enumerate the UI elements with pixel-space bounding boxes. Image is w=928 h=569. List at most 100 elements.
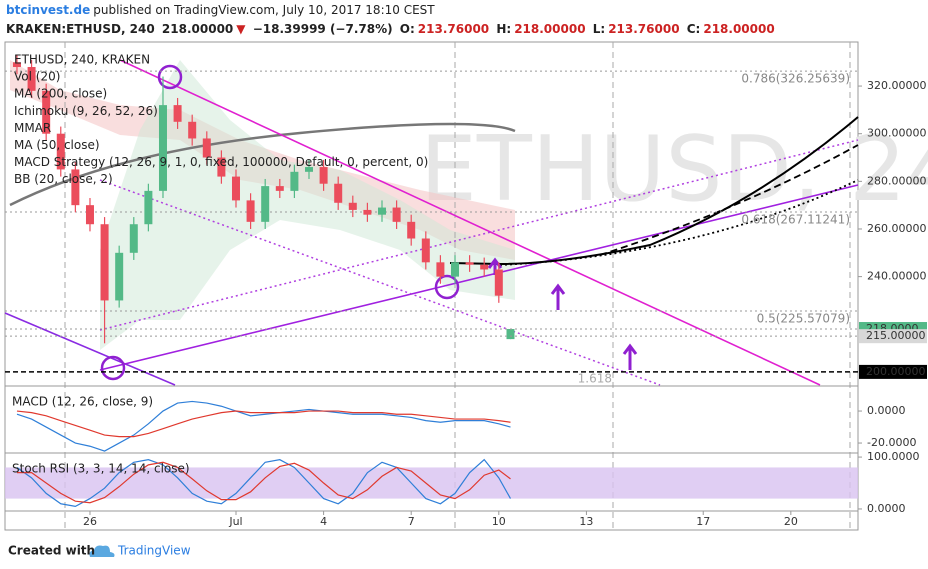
legend-entry: MMAR xyxy=(14,121,51,135)
candle-body xyxy=(378,207,387,215)
up-arrow xyxy=(550,283,566,310)
candle-body xyxy=(173,105,182,122)
candle-body xyxy=(480,264,489,270)
last-price: 218.00000 xyxy=(161,22,234,36)
legend-entry: ETHUSD, 240, KRAKEN xyxy=(14,53,150,67)
chart-frame xyxy=(4,41,859,531)
ohlc-c-value: 218.00000 xyxy=(703,22,775,36)
x-tick-label: 17 xyxy=(696,515,710,528)
candle-body xyxy=(42,90,51,134)
highlight-circle xyxy=(434,274,460,300)
legend-entry: MA (50, close) xyxy=(14,138,100,152)
candle-body xyxy=(144,190,153,225)
footer-brand[interactable]: TradingView xyxy=(117,544,191,558)
series-line xyxy=(16,461,511,504)
candle-body xyxy=(56,133,65,170)
trendline xyxy=(119,59,821,386)
price-badge-label: 215.00000 xyxy=(866,329,926,342)
ohlc-h: H: xyxy=(496,22,512,36)
candle-body xyxy=(158,105,167,191)
up-arrow xyxy=(622,343,638,370)
candle-body xyxy=(506,329,515,340)
y-tick-label: 280.00000 xyxy=(867,174,927,187)
x-tick-label: 20 xyxy=(784,515,798,528)
y-tick-label: 320.00000 xyxy=(867,79,927,92)
candle-body xyxy=(115,252,124,301)
x-tick-label: 4 xyxy=(320,515,327,528)
symbol: KRAKEN:ETHUSD, 240 xyxy=(6,22,155,36)
candle-body xyxy=(363,209,372,215)
channel-line xyxy=(99,139,859,331)
change-arrow: ▼ xyxy=(236,22,246,36)
candle-body xyxy=(275,186,284,191)
candle-body xyxy=(494,269,503,296)
candle-body xyxy=(319,167,328,184)
candle-body xyxy=(465,262,474,265)
ohlc-l-value: 213.76000 xyxy=(608,22,680,36)
series-line xyxy=(16,458,512,507)
candle-body xyxy=(231,176,240,201)
candle-body xyxy=(392,207,401,222)
legend-entry: MA (200, close) xyxy=(14,87,107,101)
tradingview-logo xyxy=(89,545,115,557)
header-line-1: btcinvest.de published on TradingView.com… xyxy=(6,3,438,17)
header-line-2: KRAKEN:ETHUSD, 240 218.00000 ▼ −18.39999 … xyxy=(6,22,778,36)
projection-dotted xyxy=(499,179,859,266)
price-badge xyxy=(859,364,927,379)
candle-body xyxy=(100,224,109,301)
candle-body xyxy=(85,205,94,225)
candle-body xyxy=(246,200,255,222)
candle-body xyxy=(407,221,416,239)
candle-body xyxy=(436,262,445,277)
trendline xyxy=(4,312,176,386)
price-badge xyxy=(859,329,927,344)
candle-body xyxy=(421,238,430,263)
channel-line xyxy=(99,179,661,386)
candle-body xyxy=(27,67,36,91)
brand-link[interactable]: btcinvest.de xyxy=(6,3,91,17)
projection-dashed xyxy=(599,144,859,256)
ohlc-h-value: 218.00000 xyxy=(514,22,586,36)
x-tick-label: Jul xyxy=(228,515,242,528)
footer-created: Created with xyxy=(8,544,95,558)
price-badge-label: 200.00000 xyxy=(866,365,926,378)
pane-title: Stoch RSI (3, 3, 14, 14, close) xyxy=(12,462,190,476)
y-tick-label: 300.00000 xyxy=(867,127,927,140)
fib-label: 1.618 xyxy=(578,372,612,386)
pane-title: MACD (12, 26, close, 9) xyxy=(12,395,153,409)
x-tick-label: 26 xyxy=(83,515,97,528)
fib-label: 0.786(326.25639) xyxy=(741,72,850,86)
candle-body xyxy=(217,157,226,177)
legend-entry: Vol (20) xyxy=(14,70,60,84)
y-tick-label: 240.00000 xyxy=(867,270,927,283)
candle-body xyxy=(290,171,299,191)
y-tick-label: 100.0000 xyxy=(867,450,920,463)
candle-body xyxy=(202,138,211,158)
candle-body xyxy=(304,167,313,172)
change: −18.39999 (−7.78%) xyxy=(252,22,393,36)
candle-body xyxy=(348,202,357,210)
x-tick-label: 7 xyxy=(408,515,415,528)
fib-label: 0.5(225.57079) xyxy=(757,311,850,325)
candle-body xyxy=(188,121,197,139)
candle-body xyxy=(12,62,21,68)
ohlc-l: L: xyxy=(592,22,606,36)
bollinger-band xyxy=(100,60,515,350)
candle-body xyxy=(71,169,80,206)
highlight-circle xyxy=(157,64,183,90)
ohlc-o: O: xyxy=(399,22,415,36)
series-line xyxy=(16,400,511,452)
y-tick-label: 0.0000 xyxy=(867,502,906,515)
x-tick-label: 13 xyxy=(579,515,593,528)
candle-body xyxy=(261,186,270,222)
candle-body xyxy=(334,183,343,203)
ohlc-c: C: xyxy=(686,22,701,36)
candle-body xyxy=(129,224,138,253)
y-tick-label: -20.0000 xyxy=(867,436,916,449)
highlight-circle xyxy=(100,355,126,381)
trendline xyxy=(99,184,859,371)
series-line xyxy=(16,410,511,438)
published: published on TradingView.com, July 10, 2… xyxy=(93,3,435,17)
